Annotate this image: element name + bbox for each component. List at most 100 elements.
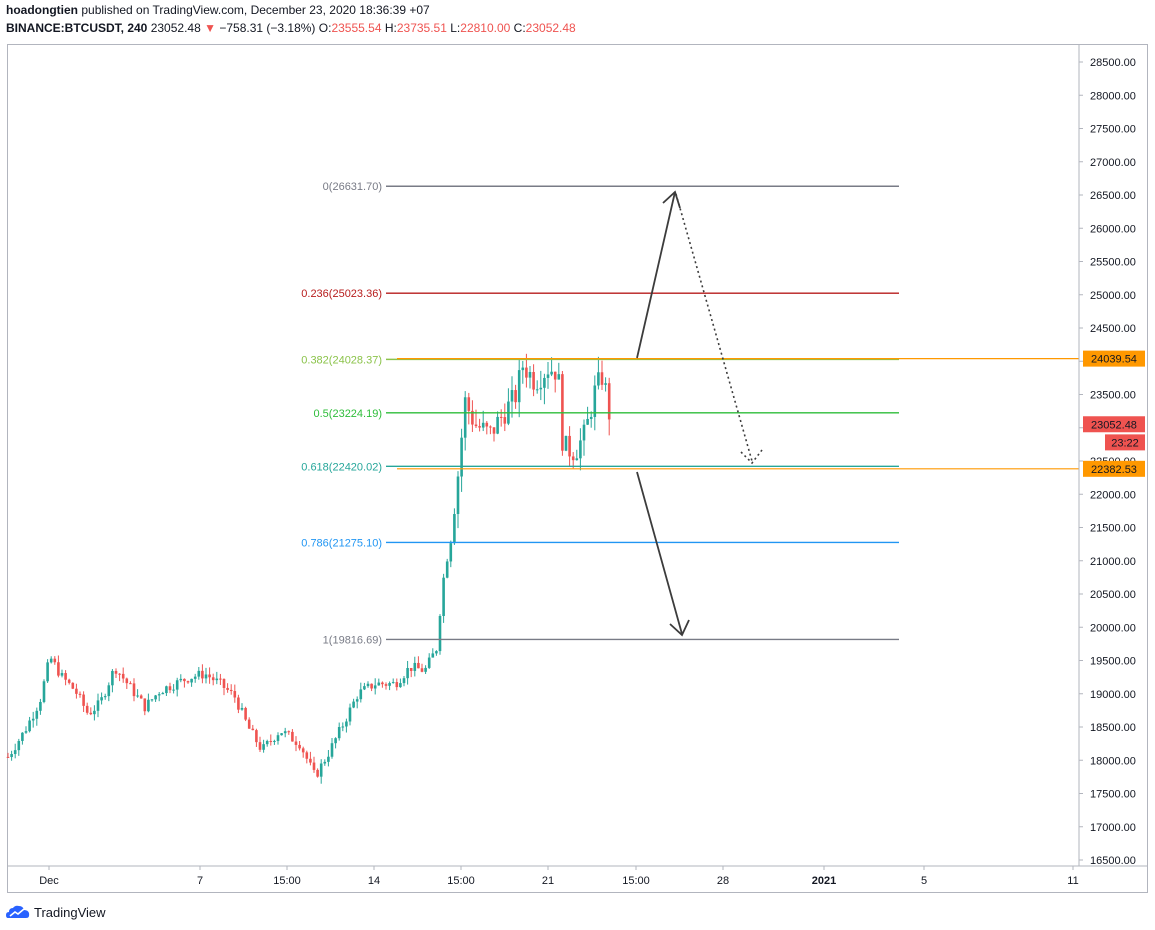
candle-body <box>485 422 489 427</box>
candle-body <box>352 701 355 708</box>
price-tag-box <box>1083 350 1145 367</box>
candle-body <box>528 371 532 378</box>
candle-body <box>388 683 391 686</box>
arrow-dotted-head-icon <box>740 449 763 465</box>
candle-body <box>75 688 78 694</box>
arrow-up-head-icon <box>662 190 681 209</box>
price-tick-label: 20500.00 <box>1090 589 1136 601</box>
candle-body <box>89 712 93 715</box>
candle-body <box>316 769 319 777</box>
candle-body <box>438 616 442 652</box>
price-tick-label: 19500.00 <box>1090 656 1136 668</box>
time-tick-label: Dec <box>39 875 59 887</box>
candle-body <box>305 752 309 759</box>
candle-body <box>535 389 539 391</box>
projection-arrow-dotted <box>675 193 753 462</box>
fib-level-label: 0.786(21275.10) <box>301 537 382 549</box>
candle-body <box>381 682 384 685</box>
symbol-label[interactable]: BINANCE:BTCUSDT, 240 <box>6 21 148 35</box>
candle-body <box>244 707 247 720</box>
published-text: published on TradingView.com, December 2… <box>81 3 430 17</box>
candle-body <box>370 683 373 689</box>
time-tick-label: 15:00 <box>622 875 650 887</box>
candle-body <box>593 385 597 417</box>
time-tick-label: 15:00 <box>273 875 301 887</box>
high-value: 23735.51 <box>396 21 447 35</box>
candle-body <box>420 668 424 672</box>
candle-body <box>395 682 399 688</box>
candle-body <box>201 670 204 679</box>
candle-body <box>6 756 10 758</box>
candle-body <box>103 696 107 698</box>
price-tick-label: 21000.00 <box>1090 556 1136 568</box>
candle-body <box>114 670 118 674</box>
candle-body <box>139 695 143 699</box>
last-price: 23052.48 <box>150 21 201 35</box>
tradingview-cloud-icon[interactable] <box>6 904 30 920</box>
candle-body <box>64 673 67 680</box>
candle-body <box>309 758 312 763</box>
candle-body <box>384 684 388 686</box>
candle-body <box>579 440 582 459</box>
candle-body <box>539 387 543 390</box>
horizontal-rays <box>397 358 1079 470</box>
candle-body <box>197 670 201 677</box>
candle-body <box>557 374 561 380</box>
price-tick-label: 26000.00 <box>1090 223 1136 235</box>
author-name[interactable]: hoadongtien <box>6 3 78 17</box>
price-tick-label: 17000.00 <box>1090 822 1136 834</box>
candle-body <box>193 676 197 679</box>
candle-body <box>294 741 298 745</box>
candle-body <box>391 682 395 684</box>
candle-body <box>39 701 42 711</box>
price-tick-label: 19000.00 <box>1090 689 1136 701</box>
candle-body <box>31 718 35 721</box>
candle-body <box>456 476 460 515</box>
candle-body <box>291 731 294 742</box>
candle-body <box>373 685 377 689</box>
price-tick-label: 26500.00 <box>1090 190 1136 202</box>
candle-body <box>258 742 262 750</box>
price-tick-label: 27500.00 <box>1090 124 1136 136</box>
price-tick-label: 25500.00 <box>1090 257 1136 269</box>
candle-body <box>417 662 420 669</box>
tradingview-brand[interactable]: TradingView <box>34 904 106 920</box>
candle-body <box>427 657 431 668</box>
open-value: 23555.54 <box>331 21 382 35</box>
candle-body <box>312 762 316 770</box>
candle-body <box>323 761 327 764</box>
price-tick-label: 21500.00 <box>1090 523 1136 535</box>
candle-body <box>471 410 474 425</box>
candle-body <box>301 748 305 753</box>
candle-body <box>553 371 557 380</box>
candle-body <box>330 743 334 757</box>
candle-body <box>10 754 13 758</box>
fib-level-label: 0.5(23224.19) <box>314 408 383 420</box>
candle-body <box>366 683 370 687</box>
time-axis: Dec 7 15:00 14 15:00 21 15:00 28 2021 5 11 <box>8 865 1147 887</box>
candle-body <box>255 730 258 743</box>
candle-body <box>399 683 402 688</box>
candle-body <box>431 653 435 658</box>
candle-body <box>377 682 381 686</box>
candle-body <box>35 710 39 719</box>
fib-level-label: 1(19816.69) <box>323 634 382 646</box>
low-value: 22810.00 <box>460 21 511 35</box>
candle-body <box>233 691 237 698</box>
candle-body <box>517 370 521 403</box>
candle-body <box>190 678 193 683</box>
price-tick-label: 28000.00 <box>1090 90 1136 102</box>
candle-body <box>229 689 233 692</box>
candle-body <box>363 686 366 690</box>
candle-body <box>265 740 269 745</box>
candle-body <box>24 731 28 733</box>
candle-body <box>319 763 323 777</box>
time-tick-label: 15:00 <box>447 875 475 887</box>
candle-body <box>359 689 363 700</box>
chart-frame[interactable] <box>7 44 1148 893</box>
candle-body <box>150 699 154 701</box>
candle-body <box>499 416 503 418</box>
fib-level-label: 0(26631.70) <box>323 181 382 193</box>
candle-body <box>251 728 255 731</box>
